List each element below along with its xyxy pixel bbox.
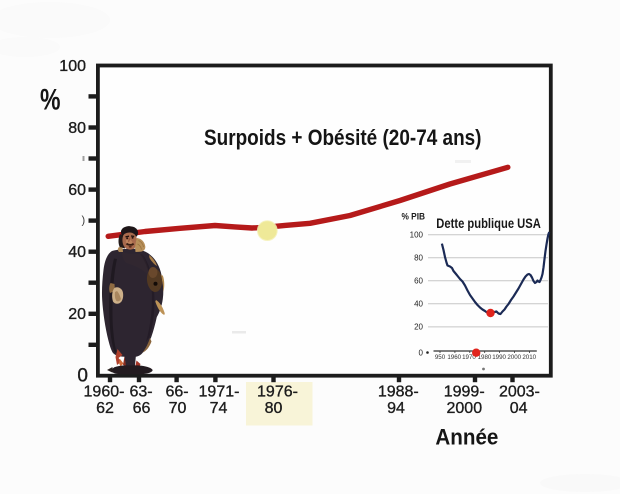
svg-text:74: 74 xyxy=(210,400,228,417)
svg-text:950: 950 xyxy=(435,354,446,361)
svg-text:Surpoids + Obésité (20-74 ans): Surpoids + Obésité (20-74 ans) xyxy=(204,125,482,150)
svg-text:1980: 1980 xyxy=(478,354,492,361)
svg-text:%: % xyxy=(40,84,61,117)
svg-text:70: 70 xyxy=(169,400,187,417)
svg-text:1988-: 1988- xyxy=(378,384,419,401)
svg-text:1970: 1970 xyxy=(462,354,476,361)
svg-text:): ) xyxy=(82,215,86,227)
svg-text:2000: 2000 xyxy=(507,354,521,361)
svg-text:20: 20 xyxy=(414,323,423,332)
svg-text:80: 80 xyxy=(68,120,86,137)
svg-text:40: 40 xyxy=(414,300,423,309)
svg-text:1990: 1990 xyxy=(492,354,506,361)
svg-text:1999-: 1999- xyxy=(444,384,485,401)
svg-text:100: 100 xyxy=(59,58,86,75)
svg-text:60: 60 xyxy=(68,182,86,199)
svg-text:100: 100 xyxy=(410,231,424,240)
svg-text:0: 0 xyxy=(419,349,424,358)
svg-text:66-: 66- xyxy=(165,384,188,401)
svg-text:40: 40 xyxy=(68,244,86,261)
svg-text:0: 0 xyxy=(77,366,88,387)
svg-text:94: 94 xyxy=(387,400,405,417)
svg-text:04: 04 xyxy=(510,400,528,417)
svg-text:% PIB: % PIB xyxy=(402,212,426,223)
svg-text:1960-: 1960- xyxy=(84,384,125,401)
svg-text:80: 80 xyxy=(414,254,423,263)
svg-text:2003-: 2003- xyxy=(499,384,540,401)
svg-text:1976-: 1976- xyxy=(257,384,298,401)
svg-text:Année: Année xyxy=(435,425,498,450)
svg-text:1971-: 1971- xyxy=(199,384,240,401)
svg-text:66: 66 xyxy=(133,400,151,417)
svg-text:20: 20 xyxy=(68,306,86,323)
svg-text:Dette publique USA: Dette publique USA xyxy=(436,216,541,231)
svg-text:80: 80 xyxy=(265,400,283,417)
svg-text:2000: 2000 xyxy=(447,400,483,417)
svg-text:63-: 63- xyxy=(129,384,152,401)
svg-text:2010: 2010 xyxy=(522,354,536,361)
svg-text:60: 60 xyxy=(414,277,423,286)
svg-text:62: 62 xyxy=(96,400,114,417)
svg-text:1960: 1960 xyxy=(447,354,461,361)
